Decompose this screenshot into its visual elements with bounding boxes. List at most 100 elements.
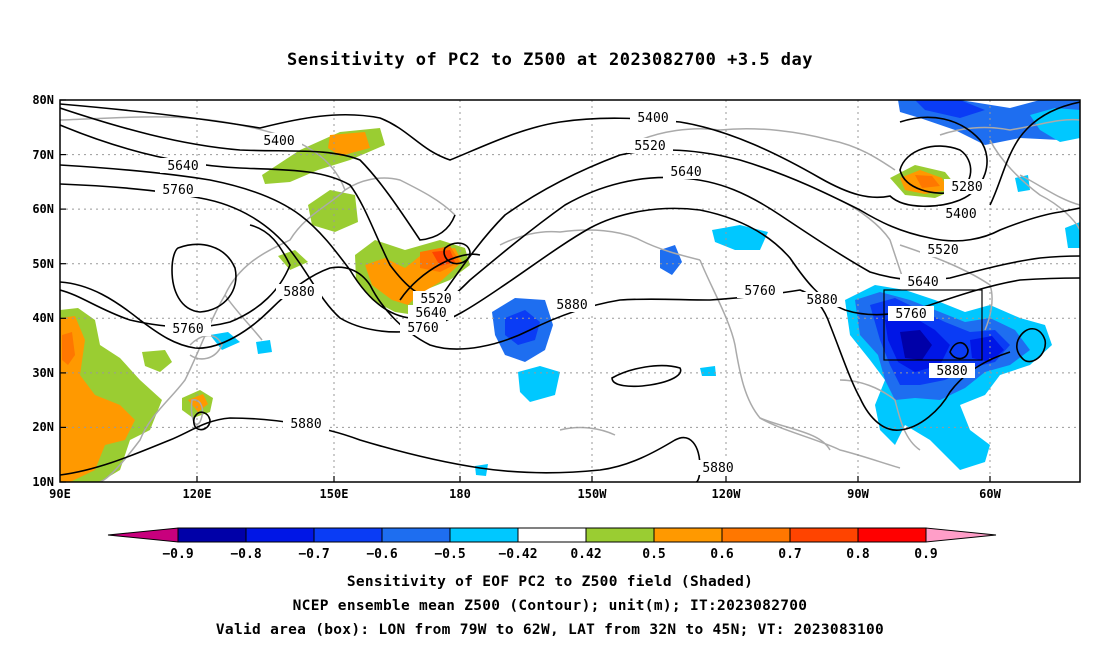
contour-label: 5640	[670, 165, 701, 180]
contour-label: 5520	[927, 243, 958, 258]
shade-negative	[970, 336, 1004, 362]
lat-label: 20N	[32, 420, 54, 434]
contour-label: 5400	[263, 134, 294, 149]
lon-label: 120W	[712, 487, 742, 501]
contour-label: 5880	[556, 298, 587, 313]
contour-5760-loop	[60, 224, 291, 328]
contour-5400	[989, 101, 1080, 206]
contour-label: 5880	[290, 417, 321, 432]
colorbar-label: −0.5	[434, 547, 465, 560]
colorbar-label: 0.5	[642, 547, 665, 560]
lon-label: 60W	[979, 487, 1001, 501]
map-frame	[59, 99, 1081, 483]
lat-labels: 80N 70N 60N 50N 40N 30N 20N 10N	[32, 93, 54, 489]
colorbar-label: 0.9	[914, 547, 937, 560]
contour-label: 5760	[407, 321, 438, 336]
contour-label: 5760	[162, 183, 193, 198]
contour-5880	[192, 411, 211, 431]
colorbar-swatch	[245, 527, 315, 543]
contour-label: 5880	[806, 293, 837, 308]
lat-label: 80N	[32, 93, 54, 107]
shaded-sensitivity	[60, 100, 1080, 482]
contour-5400	[60, 107, 456, 241]
shade-positive	[328, 132, 370, 156]
shade-negative	[210, 332, 240, 350]
shade-negative	[475, 464, 488, 476]
contour-5880	[171, 243, 237, 313]
lon-label: 90W	[847, 487, 869, 501]
caption-shaded: Sensitivity of EOF PC2 to Z500 field (Sh…	[346, 574, 754, 590]
contour-label: 5880	[936, 364, 967, 379]
contour-label: 5640	[907, 275, 938, 290]
contour-5520	[60, 124, 1080, 299]
shade-negative	[900, 330, 932, 360]
shade-positive	[308, 190, 358, 232]
colorbar-swatch	[857, 527, 927, 543]
lon-label: 150E	[320, 487, 349, 501]
shade-negative	[915, 100, 985, 118]
lon-label: 180	[449, 487, 471, 501]
chart-title: Sensitivity of PC2 to Z500 at 2023082700…	[286, 50, 813, 70]
colorbar: −0.9 −0.8 −0.7 −0.6 −0.5 −0.42 0.42 0.5 0.6 0.7 0.…	[107, 527, 997, 560]
shade-negative	[660, 245, 682, 275]
colorbar-swatch	[789, 527, 859, 543]
shade-negative	[505, 310, 540, 345]
colorbar-swatch	[381, 527, 451, 543]
contour-5280	[899, 145, 972, 194]
contour-labels: 5400 5400 5400 5520 5520 5520 5640 5640 …	[155, 110, 990, 476]
contour-label: 5640	[415, 306, 446, 321]
shade-negative	[700, 366, 716, 376]
shade-positive	[915, 175, 940, 188]
colorbar-low-extend	[107, 527, 179, 543]
shade-negative	[1015, 175, 1030, 192]
contour-label: 5400	[945, 207, 976, 222]
axis-ticks	[60, 99, 991, 483]
contour-5880	[443, 242, 471, 265]
shade-positive	[142, 350, 172, 372]
valid-area-box	[883, 289, 983, 361]
colorbar-swatch	[177, 527, 247, 543]
colorbar-swatch	[721, 527, 791, 543]
shade-positive	[60, 316, 135, 482]
contour-label: 5400	[637, 111, 668, 126]
colorbar-swatch	[585, 527, 655, 543]
shade-negative	[712, 225, 768, 250]
contour-label: 5760	[172, 322, 203, 337]
colorbar-swatch	[517, 527, 587, 543]
shade-negative	[256, 340, 272, 354]
sensitivity-map: 5400 5400 5400 5520 5520 5520 5640 5640 …	[32, 93, 1081, 560]
colorbar-swatch	[313, 527, 383, 543]
contour-5880	[611, 364, 682, 388]
colorbar-label: −0.9	[162, 547, 193, 560]
colorbar-label: −0.6	[366, 547, 397, 560]
contour-5880	[949, 341, 969, 360]
contour-label: 5640	[167, 159, 198, 174]
grid-lines	[60, 100, 1080, 482]
lat-label: 10N	[32, 475, 54, 489]
colorbar-label: −0.7	[298, 547, 329, 560]
contour-5880	[60, 417, 701, 482]
contour-label: 5880	[702, 461, 733, 476]
colorbar-label: −0.42	[498, 547, 537, 560]
lon-label: 120E	[183, 487, 212, 501]
contour-label: 5280	[951, 180, 982, 195]
contour-label: 5880	[283, 285, 314, 300]
shade-positive	[62, 332, 75, 365]
lon-labels: 90E 120E 150E 180 150W 120W 90W 60W	[49, 487, 1001, 501]
colorbar-label: 0.42	[570, 547, 601, 560]
caption-valid-area: Valid area (box): LON from 79W to 62W, L…	[215, 622, 885, 638]
contour-label: 5520	[634, 139, 665, 154]
shade-negative	[1065, 222, 1080, 248]
contour-5880	[1016, 327, 1047, 363]
shade-negative	[518, 366, 560, 402]
lat-label: 40N	[32, 311, 54, 325]
lat-label: 30N	[32, 366, 54, 380]
contour-5880	[60, 266, 1011, 431]
contour-5880	[399, 253, 481, 301]
lon-label: 150W	[578, 487, 608, 501]
colorbar-high-extend	[925, 527, 997, 543]
colorbar-swatch	[653, 527, 723, 543]
colorbar-label: 0.7	[778, 547, 801, 560]
colorbar-label: −0.8	[230, 547, 261, 560]
colorbar-label: 0.6	[710, 547, 734, 560]
